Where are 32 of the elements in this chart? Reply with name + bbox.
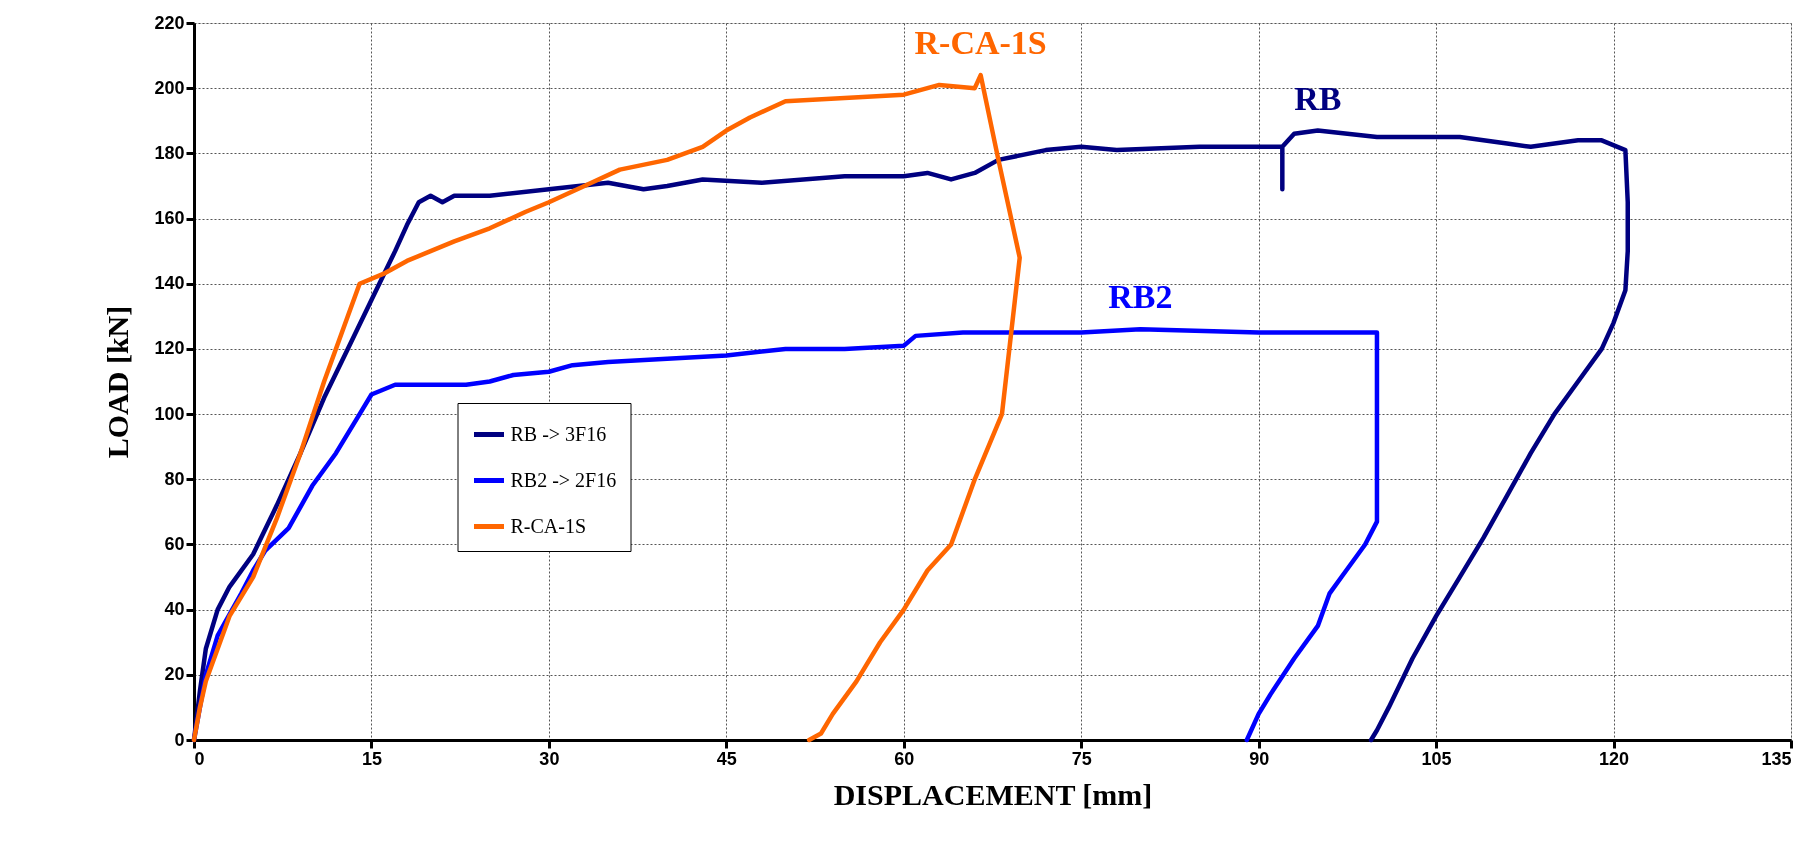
x-tick-label: 105 — [1421, 748, 1452, 769]
y-tick-label: 0 — [174, 729, 185, 750]
y-tick-label: 60 — [164, 533, 185, 554]
y-tick-label: 140 — [154, 273, 185, 294]
x-tick-label: 90 — [1249, 748, 1270, 769]
y-tick-label: 200 — [154, 77, 185, 98]
x-tick-label: 60 — [894, 748, 915, 769]
x-tick-label: 15 — [361, 748, 382, 769]
y-tick-label: 160 — [154, 208, 185, 229]
legend-label: R-CA-1S — [510, 514, 587, 537]
y-tick-label: 80 — [164, 468, 185, 489]
legend-label: RB -> 3F16 — [510, 422, 607, 445]
x-tick-label: 75 — [1071, 748, 1092, 769]
line-series — [191, 72, 1022, 743]
x-tick-label: 120 — [1599, 748, 1630, 769]
annotation: R-CA-1S — [914, 24, 1047, 62]
y-axis-title: LOAD [kN] — [101, 305, 135, 459]
x-tick-label: 135 — [1761, 748, 1792, 769]
x-tick-label: 45 — [716, 748, 737, 769]
y-tick-label: 120 — [154, 338, 185, 359]
line-series — [191, 128, 1630, 743]
legend-label: RB2 -> 2F16 — [510, 468, 617, 491]
x-axis-title: DISPLACEMENT [mm] — [833, 777, 1153, 811]
annotation: RB — [1294, 79, 1342, 117]
annotation: RB2 — [1108, 278, 1173, 316]
y-tick-label: 180 — [154, 142, 185, 163]
x-tick-label: 0 — [194, 748, 205, 769]
y-tick-label: 40 — [164, 599, 185, 620]
y-tick-label: 100 — [154, 403, 185, 424]
x-tick-label: 30 — [539, 748, 560, 769]
y-tick-label: 220 — [154, 12, 185, 33]
y-tick-label: 20 — [164, 664, 185, 685]
